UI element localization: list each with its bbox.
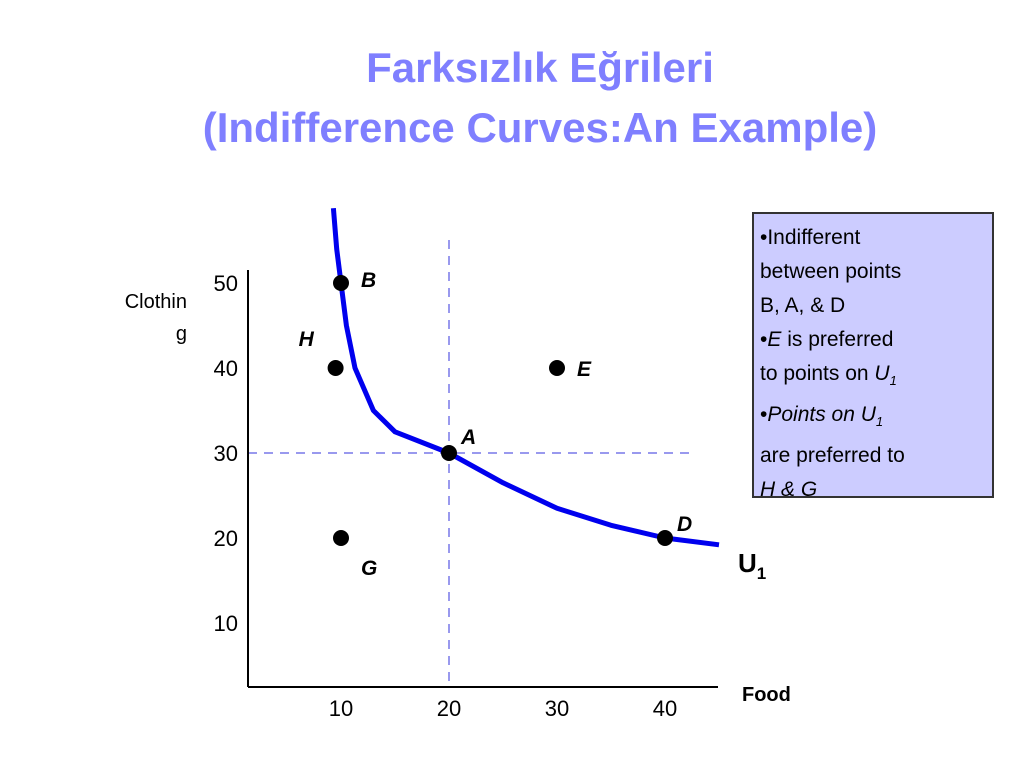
note-line: B, A, & D <box>760 289 986 323</box>
note-text: 1 <box>875 414 884 429</box>
x-tick-label: 20 <box>437 696 461 721</box>
point <box>657 530 673 546</box>
y-tick-label: 50 <box>214 271 238 296</box>
note-text: • <box>760 328 768 351</box>
point <box>333 275 349 291</box>
note-text: •Indifferent <box>760 226 861 249</box>
note-text: B, A, & D <box>760 294 846 317</box>
point-label: A <box>460 426 476 449</box>
note-line: •Indifferent <box>760 221 986 255</box>
note-line: •E is preferred <box>760 323 986 357</box>
point-label: B <box>361 269 376 292</box>
note-text: U <box>874 362 890 385</box>
note-text: Points on U <box>767 403 876 426</box>
note-line: H & G <box>760 473 986 507</box>
point-label: D <box>677 513 692 536</box>
point-label: H <box>299 328 315 351</box>
y-tick-label: 30 <box>214 441 238 466</box>
x-tick-label: 40 <box>653 696 677 721</box>
indifference-curve <box>330 207 720 548</box>
curve-subscript: 1 <box>757 564 766 583</box>
note-text: 1 <box>889 373 897 388</box>
point <box>327 360 344 376</box>
point <box>549 360 565 376</box>
note-line: are preferred to <box>760 439 986 473</box>
y-axis-label: g <box>176 323 187 345</box>
note-text: H & G <box>760 478 818 501</box>
note-text: is preferred <box>781 328 894 351</box>
note-line: between points <box>760 255 986 289</box>
note-line: •Points on U1 <box>760 398 986 439</box>
note-text: between points <box>760 260 902 283</box>
y-axis-label: Clothin <box>125 291 187 313</box>
y-tick-label: 20 <box>214 526 238 551</box>
point-label: E <box>577 358 592 381</box>
note-text: are preferred to <box>760 444 905 467</box>
curve-name: U <box>738 548 757 578</box>
curve-label: U1 <box>738 548 766 583</box>
note-text: to points on <box>760 362 875 385</box>
note-text: • <box>760 403 768 426</box>
x-tick-label: 10 <box>329 696 353 721</box>
note-line: to points on U1 <box>760 357 986 398</box>
point <box>441 445 457 461</box>
x-tick-label: 30 <box>545 696 569 721</box>
note-box: •Indifferent between points B, A, & D •E is… <box>752 212 994 501</box>
point <box>333 530 349 546</box>
note-text: E <box>767 328 782 351</box>
y-tick-label: 40 <box>214 356 238 381</box>
x-axis-label: Food <box>742 684 791 706</box>
chart-title: Farksızlık Eğrileri <box>366 44 714 91</box>
chart-title: (Indifference Curves:An Example) <box>203 104 878 151</box>
y-tick-label: 10 <box>214 611 238 636</box>
point-label: G <box>361 557 377 580</box>
